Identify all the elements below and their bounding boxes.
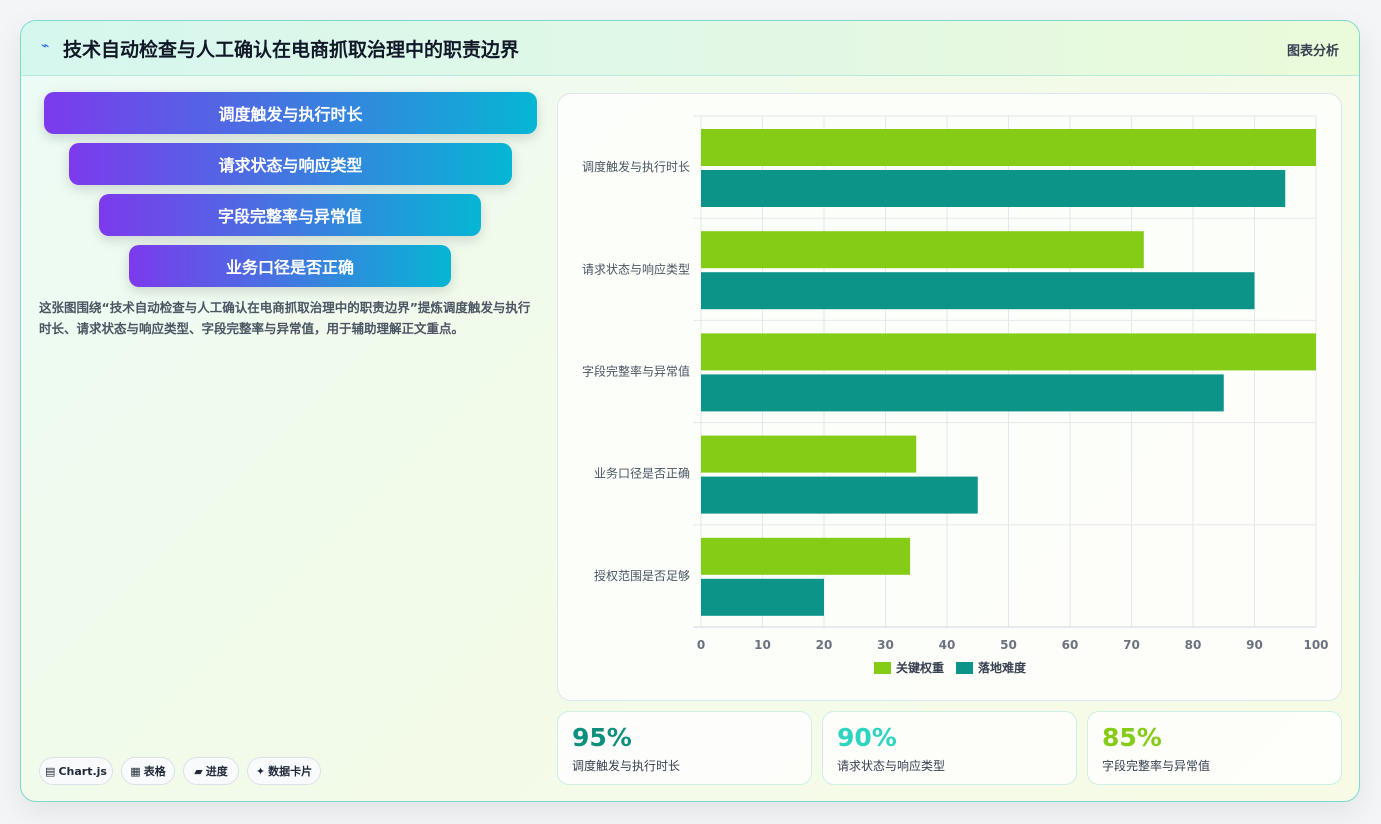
funnel-step-4[interactable]: 业务口径是否正确 <box>129 245 451 287</box>
tag-label: 进度 <box>205 765 228 778</box>
stat-value: 95% <box>572 723 632 752</box>
chart-analysis-link[interactable]: 图表分析 <box>1286 44 1339 59</box>
legend-label: 关键权重 <box>896 660 944 675</box>
y-tick-label: 字段完整率与异常值 <box>582 364 690 379</box>
tag-progress[interactable]: ▰ 进度 <box>183 757 239 785</box>
stat-card-2: 90% 请求状态与响应类型 <box>822 711 1077 785</box>
bar <box>701 476 978 514</box>
legend-swatch <box>874 662 891 674</box>
tag-label: 表格 <box>143 765 166 778</box>
table-icon: ▤ <box>45 764 56 778</box>
bar <box>701 435 917 473</box>
funnel-step-1[interactable]: 调度触发与执行时长 <box>44 92 537 134</box>
bar <box>701 272 1255 310</box>
tag-table[interactable]: ▦ 表格 <box>121 757 175 785</box>
stat-card-3: 85% 字段完整率与异常值 <box>1087 711 1342 785</box>
grid-icon: ▦ <box>130 764 141 778</box>
x-tick-label: 70 <box>1123 638 1140 652</box>
y-tick-label: 请求状态与响应类型 <box>582 261 690 276</box>
x-tick-label: 30 <box>877 638 894 652</box>
funnel-step-3[interactable]: 字段完整率与异常值 <box>99 194 481 236</box>
y-tick-label: 调度触发与执行时长 <box>582 159 690 174</box>
x-tick-label: 20 <box>816 638 833 652</box>
dashboard-card: ⌁ 技术自动检查与人工确认在电商抓取治理中的职责边界 图表分析 调度触发与执行时… <box>20 20 1360 802</box>
stat-label: 调度触发与执行时长 <box>572 759 681 773</box>
tag-label: Chart.js <box>58 764 107 778</box>
x-tick-label: 10 <box>754 638 771 652</box>
bar <box>701 231 1144 269</box>
y-tick-label: 业务口径是否正确 <box>594 466 690 481</box>
bar <box>701 578 824 616</box>
x-tick-label: 90 <box>1246 638 1263 652</box>
x-tick-label: 0 <box>697 638 705 652</box>
x-tick-label: 50 <box>1000 638 1017 652</box>
x-tick-label: 80 <box>1185 638 1202 652</box>
stat-label: 请求状态与响应类型 <box>837 759 946 773</box>
funnel-step-2[interactable]: 请求状态与响应类型 <box>69 143 512 185</box>
legend-label: 落地难度 <box>978 660 1027 675</box>
folder-icon: ▰ <box>194 764 203 778</box>
chart-description: 这张图围绕“技术自动检查与人工确认在电商抓取治理中的职责边界”提炼调度触发与执行… <box>39 300 531 336</box>
stat-label: 字段完整率与异常值 <box>1102 759 1211 773</box>
stat-value: 90% <box>837 723 897 752</box>
y-tick-label: 授权范围是否足够 <box>594 568 690 583</box>
bar <box>701 374 1224 412</box>
bar <box>701 333 1316 371</box>
card-header: ⌁ 技术自动检查与人工确认在电商抓取治理中的职责边界 图表分析 <box>21 21 1359 76</box>
tag-label: 数据卡片 <box>268 765 313 778</box>
stat-value: 85% <box>1102 723 1162 752</box>
x-tick-label: 100 <box>1303 638 1328 652</box>
chart-spark-icon: ⌁ <box>41 38 50 54</box>
legend-swatch <box>956 662 973 674</box>
tag-data-card[interactable]: ✦ 数据卡片 <box>247 757 321 785</box>
page-title: 技术自动检查与人工确认在电商抓取治理中的职责边界 <box>63 39 520 61</box>
bar <box>701 537 911 575</box>
bar <box>701 129 1316 166</box>
x-tick-label: 40 <box>939 638 956 652</box>
chart-panel: 调度触发与执行时长 请求状态与响应类型 字段完整率与异常值业务口径是否正确 授权范围是… <box>557 93 1342 701</box>
sparkle-icon: ✦ <box>255 764 266 778</box>
bar-chart: 调度触发与执行时长请求状态与响应类型字段完整率与异常值业务口径是否正确授权范围是… <box>582 115 1329 675</box>
x-tick-label: 60 <box>1062 638 1079 652</box>
stat-card-1: 95% 调度触发与执行时长 <box>557 711 812 785</box>
bar <box>701 170 1286 207</box>
tag-chartjs[interactable]: ▤ Chart.js <box>39 757 113 785</box>
